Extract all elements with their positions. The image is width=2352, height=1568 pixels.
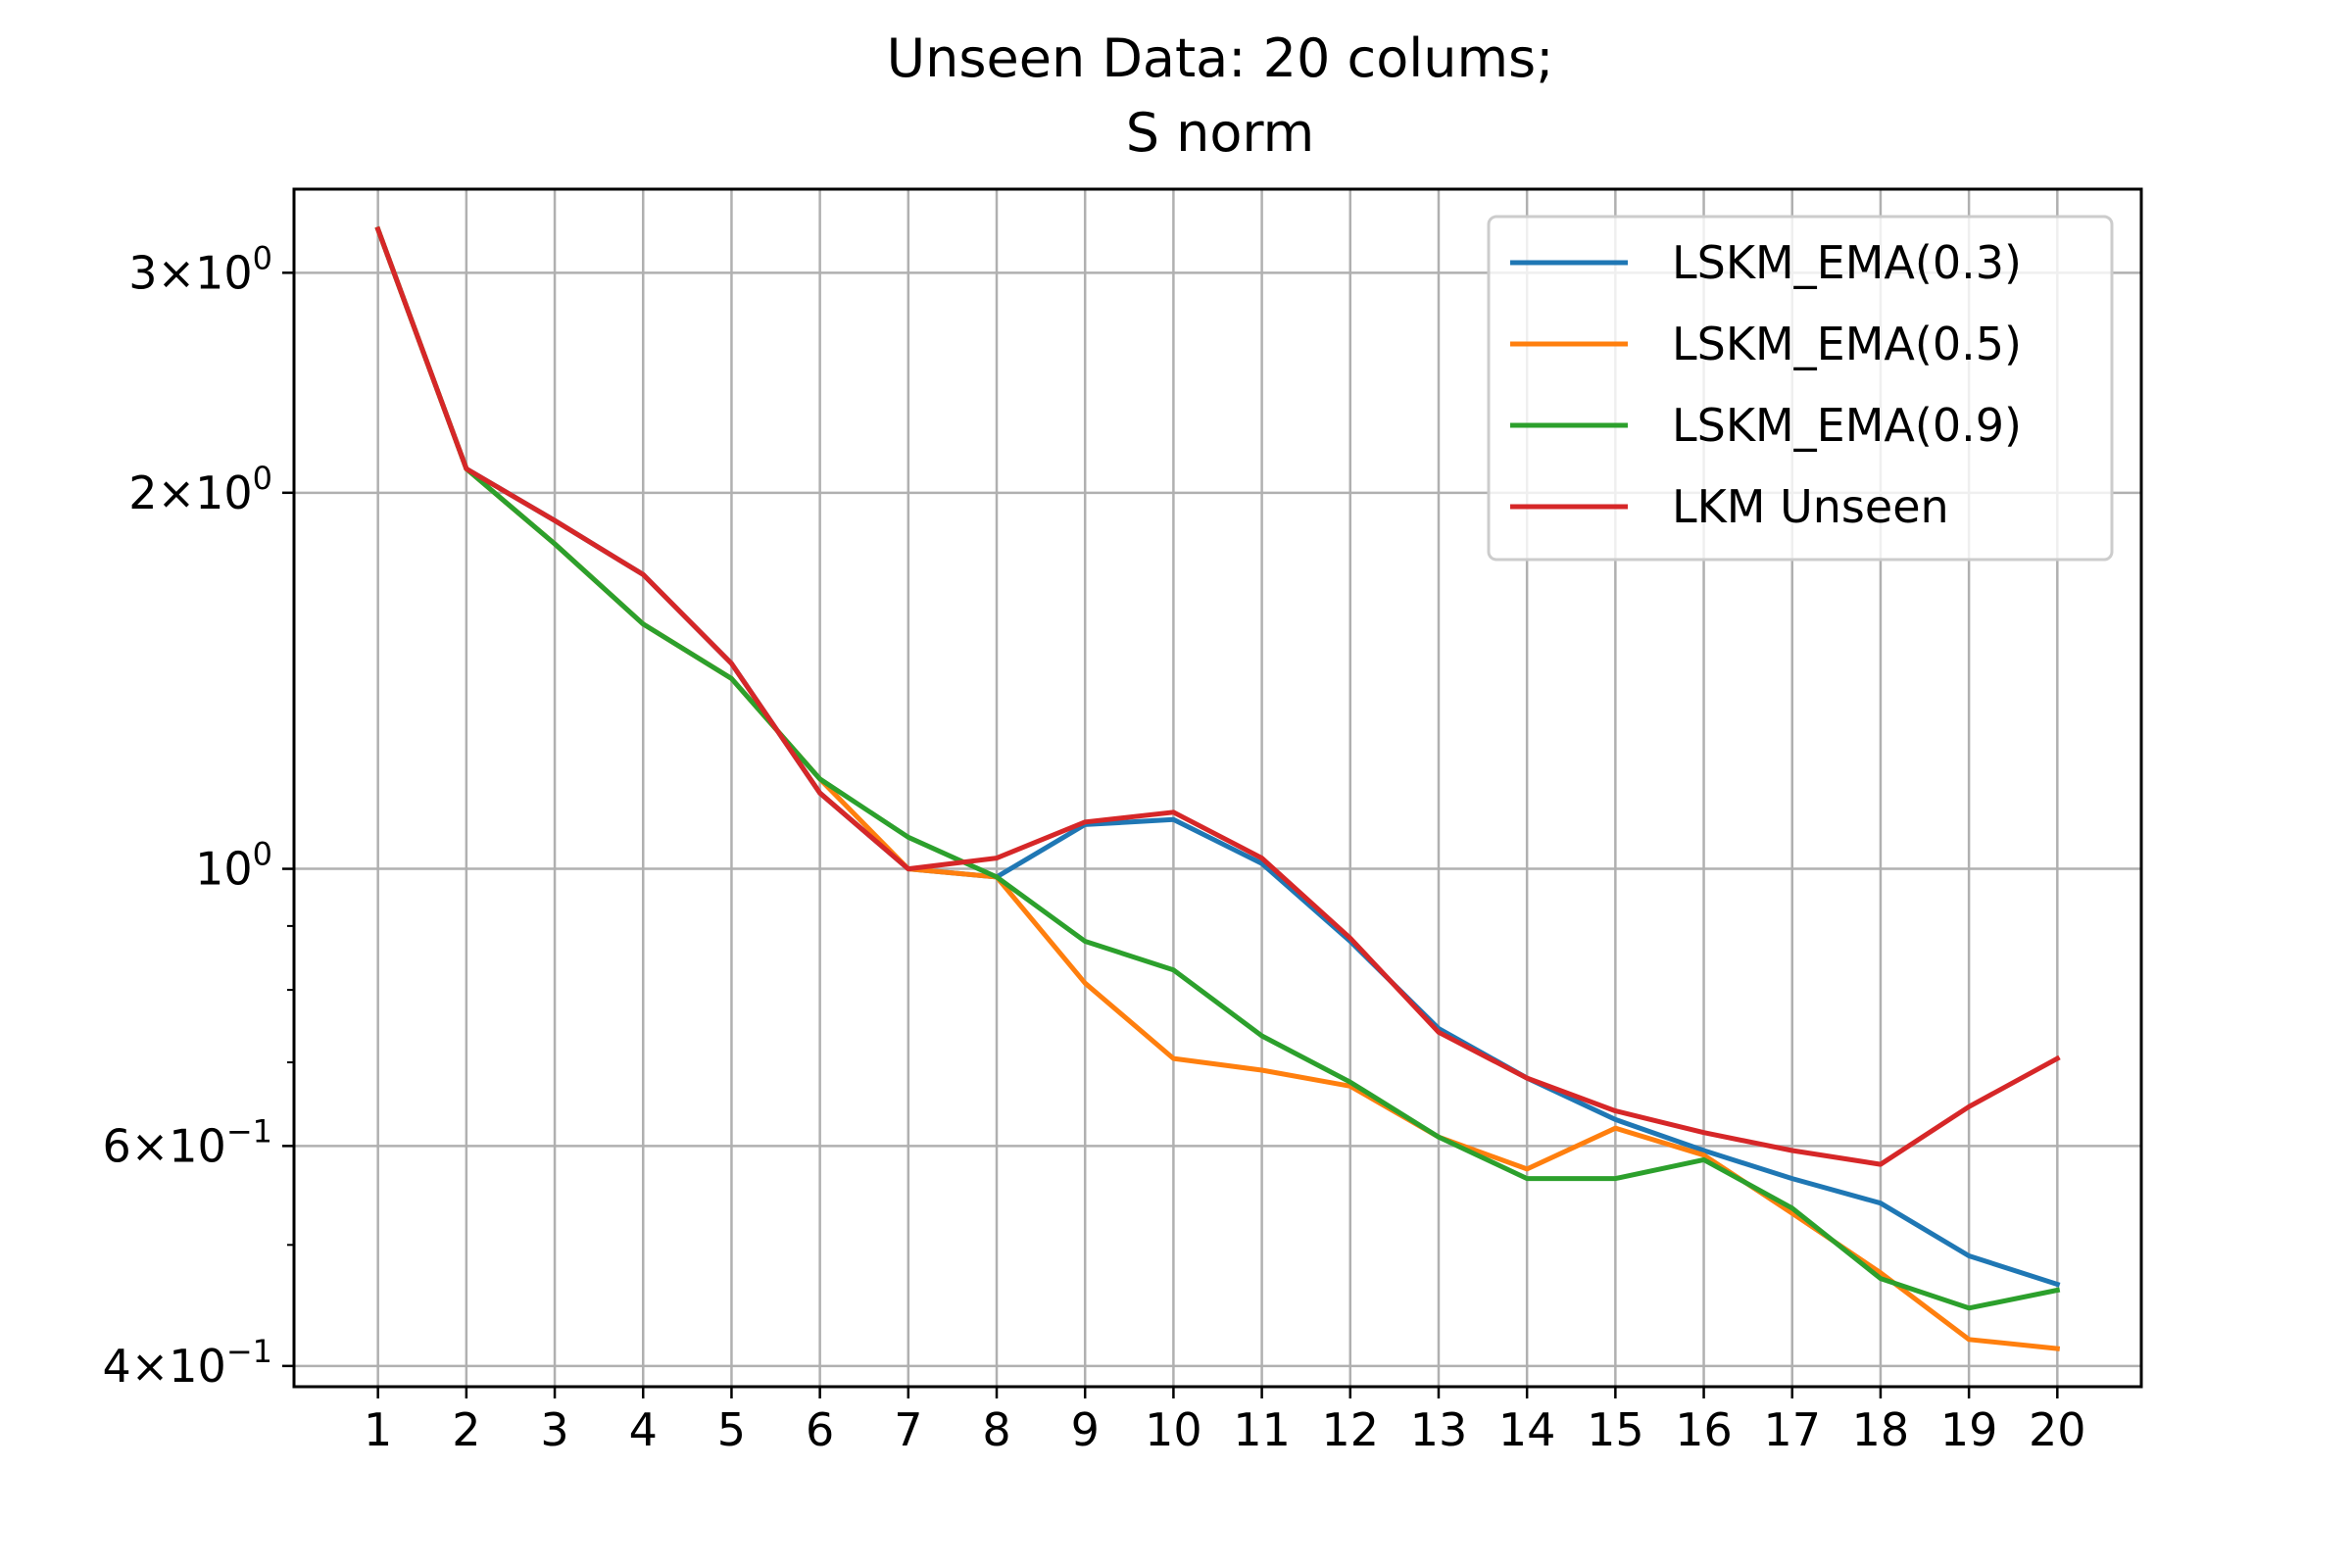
legend-label: LSKM_EMA(0.3) [1672, 236, 2022, 289]
x-tick-label: 3 [540, 1403, 568, 1456]
legend-label: LSKM_EMA(0.5) [1672, 318, 2022, 370]
x-tick-label: 9 [1071, 1403, 1100, 1456]
x-tick-label: 12 [1322, 1403, 1380, 1456]
legend-box [1487, 215, 2114, 562]
x-tick-label: 13 [1410, 1403, 1468, 1456]
chart-title-line-2: S norm [1126, 102, 1315, 164]
x-tick-label: 16 [1675, 1403, 1733, 1456]
x-tick-label: 4 [629, 1403, 658, 1456]
x-tick-label: 19 [1940, 1403, 1998, 1456]
x-tick-label: 18 [1852, 1403, 1910, 1456]
legend-label: LKM Unseen [1672, 480, 1949, 533]
series-lines [374, 225, 2061, 1351]
x-tick-label: 17 [1763, 1403, 1821, 1456]
x-tick-label: 1 [364, 1403, 392, 1456]
series-line-3 [374, 225, 2061, 1311]
y-tick-label: 2×100 [128, 460, 272, 519]
x-tick-label: 14 [1498, 1403, 1556, 1456]
x-tick-label: 20 [2029, 1403, 2086, 1456]
legend: LSKM_EMA(0.3) LSKM_EMA(0.5) LSKM_EMA(0.9) L… [1487, 215, 2114, 562]
legend-label: LSKM_EMA(0.9) [1672, 399, 2022, 452]
x-tick-label: 5 [717, 1403, 746, 1456]
chart-title-line-1: Unseen Data: 20 colums; [887, 27, 1554, 89]
x-tick-label: 10 [1145, 1403, 1202, 1456]
x-tick-label: 11 [1233, 1403, 1291, 1456]
x-axis-ticks: 1 2 3 4 5 6 7 8 9 10 11 12 13 14 15 16 17 18 19 20 [364, 1387, 2086, 1456]
x-tick-label: 8 [982, 1403, 1010, 1456]
x-tick-label: 7 [894, 1403, 922, 1456]
x-tick-label: 2 [452, 1403, 480, 1456]
series-line-4 [374, 225, 2061, 1167]
x-tick-label: 15 [1587, 1403, 1644, 1456]
x-tick-label: 6 [806, 1403, 834, 1456]
grid-lines [294, 189, 2141, 1387]
y-tick-label: 3×100 [128, 239, 272, 299]
plot-frame [292, 187, 2143, 1389]
